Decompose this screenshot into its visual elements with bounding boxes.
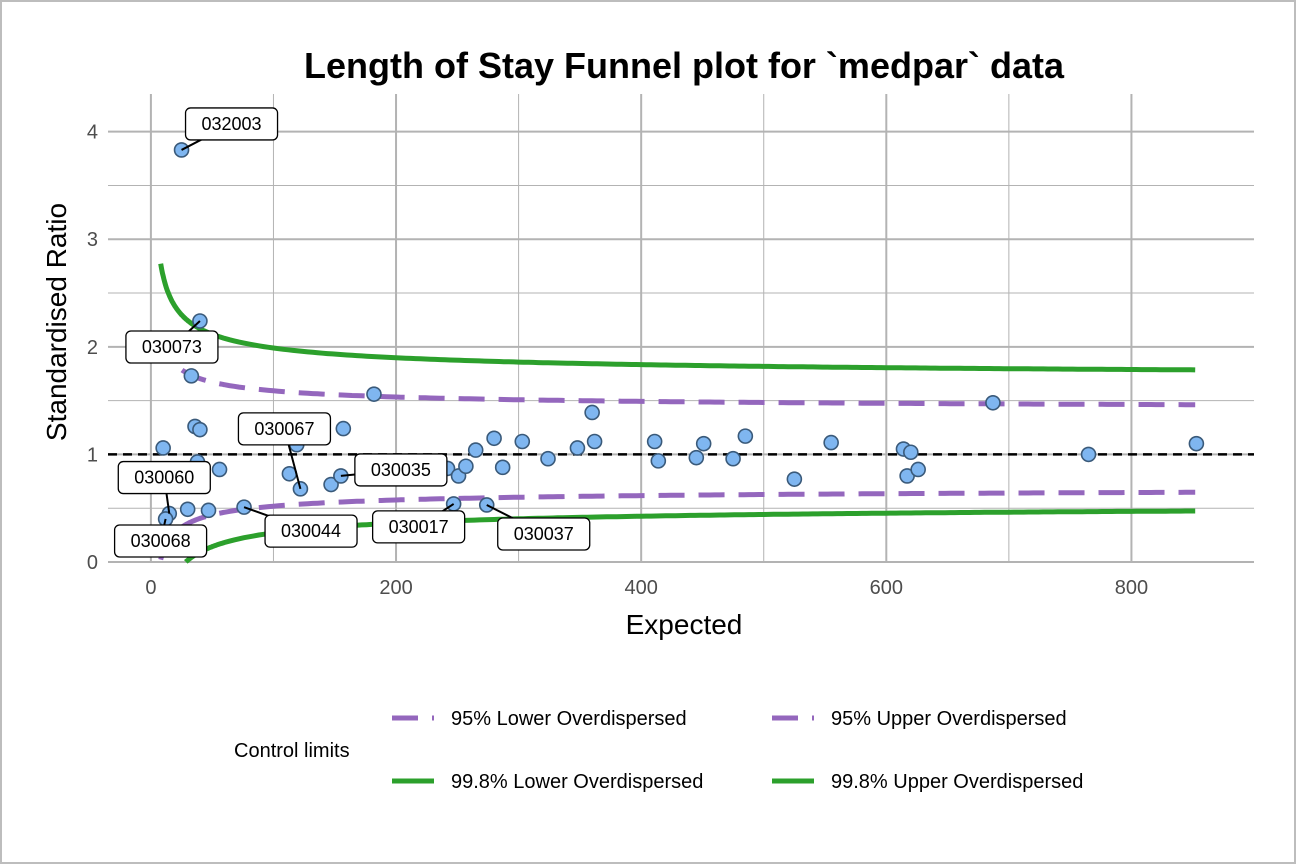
legend-title: Control limits bbox=[234, 740, 350, 762]
data-point bbox=[737, 428, 754, 444]
data-point bbox=[985, 394, 1001, 411]
data-point bbox=[486, 430, 502, 447]
data-point bbox=[183, 368, 200, 384]
y-tick-label: 2 bbox=[87, 337, 98, 359]
data-point bbox=[366, 386, 382, 402]
data-point bbox=[725, 450, 741, 467]
data-point bbox=[650, 453, 667, 469]
x-tick-label: 800 bbox=[1115, 577, 1148, 599]
data-point bbox=[192, 421, 208, 438]
data-point bbox=[569, 440, 586, 456]
data-point bbox=[540, 450, 556, 467]
label-box bbox=[184, 107, 279, 141]
data-point bbox=[514, 433, 531, 450]
label-box bbox=[371, 510, 466, 544]
point-label: 030067 bbox=[254, 419, 314, 439]
data-points bbox=[155, 142, 1205, 527]
data-point bbox=[910, 461, 926, 478]
label-box bbox=[113, 524, 208, 558]
point-labels: 032003 030073 030060 030068 030044 030067 0300… bbox=[113, 107, 591, 558]
chart-title: Length of Stay Funnel plot for `medpar` … bbox=[304, 45, 1065, 86]
point-label: 032003 bbox=[202, 114, 262, 134]
data-point bbox=[584, 404, 600, 421]
point-label: 030017 bbox=[389, 517, 449, 537]
data-point bbox=[179, 501, 196, 518]
data-point bbox=[211, 461, 228, 478]
legend-label: 95% Upper Overdispersed bbox=[831, 708, 1067, 730]
data-point bbox=[494, 459, 511, 476]
point-label: 030060 bbox=[134, 468, 194, 488]
x-tick-label: 600 bbox=[870, 577, 903, 599]
data-point bbox=[335, 420, 352, 437]
point-label: 030068 bbox=[131, 531, 191, 551]
data-point bbox=[1080, 446, 1097, 463]
point-label: 030044 bbox=[281, 521, 341, 541]
data-point bbox=[586, 433, 603, 450]
data-point bbox=[646, 433, 663, 450]
data-point bbox=[155, 440, 171, 456]
axis-ticks: 0 200 400 600 800 0 1 2 3 4 bbox=[87, 122, 1148, 599]
legend: Control limits 95% Lower Overdispersed 95… bbox=[234, 708, 1083, 793]
data-point bbox=[903, 444, 919, 461]
label-box bbox=[497, 517, 591, 551]
data-point bbox=[695, 435, 712, 452]
y-axis-title: Standardised Ratio bbox=[41, 203, 72, 441]
y-tick-label: 3 bbox=[87, 229, 98, 251]
label-box bbox=[117, 460, 211, 495]
legend-label: 99.8% Upper Overdispersed bbox=[831, 771, 1083, 793]
x-axis-title: Expected bbox=[626, 609, 743, 640]
label-box bbox=[125, 330, 219, 364]
x-tick-label: 400 bbox=[624, 577, 657, 599]
data-point bbox=[786, 471, 803, 487]
label-box bbox=[264, 514, 358, 548]
legend-label: 99.8% Lower Overdispersed bbox=[451, 771, 703, 793]
point-label: 030035 bbox=[371, 460, 431, 480]
point-label: 030073 bbox=[142, 337, 202, 357]
x-tick-label: 200 bbox=[379, 577, 412, 599]
y-tick-label: 0 bbox=[87, 552, 98, 574]
data-point bbox=[200, 502, 217, 519]
point-label: 030037 bbox=[514, 524, 574, 544]
control-limit-line bbox=[158, 489, 1196, 561]
legend-label: 95% Lower Overdispersed bbox=[451, 708, 687, 730]
y-tick-label: 1 bbox=[87, 444, 98, 466]
label-box bbox=[354, 453, 448, 487]
x-tick-label: 0 bbox=[145, 577, 156, 599]
label-box bbox=[237, 412, 332, 446]
y-tick-label: 4 bbox=[87, 122, 98, 144]
data-point bbox=[688, 449, 705, 466]
data-point bbox=[467, 442, 484, 458]
control-limit-line bbox=[158, 263, 1196, 373]
data-point bbox=[323, 476, 339, 493]
data-point bbox=[823, 434, 839, 451]
data-point bbox=[458, 458, 474, 475]
data-point bbox=[1188, 435, 1205, 452]
